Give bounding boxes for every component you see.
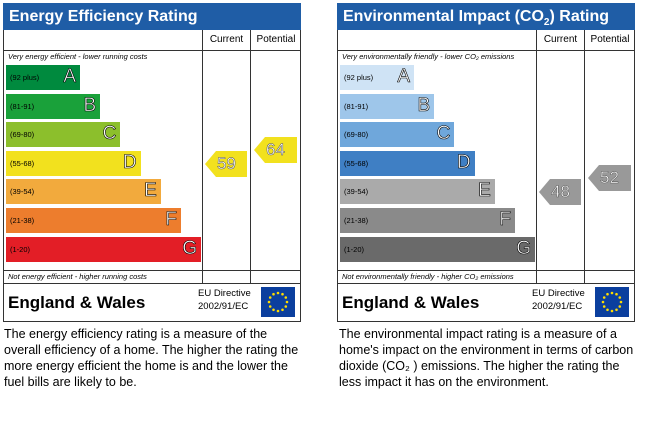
rating-band-g: (1-20) G (340, 236, 536, 262)
band-letter: B (83, 94, 97, 116)
rating-value: 48 (551, 182, 570, 202)
region-label: England & Wales (8, 293, 146, 312)
band-range-label: (69-80) (10, 130, 35, 140)
rating-band-e: (39-54) E (6, 179, 161, 205)
title-suffix: ) Rating (549, 8, 610, 25)
band-range-label: (81-91) (10, 101, 35, 111)
region-label: England & Wales (342, 293, 480, 312)
column-divider (584, 50, 585, 283)
rating-band-g: (1-20) G (6, 236, 202, 262)
band-range-label: (39-54) (344, 187, 369, 197)
band-letter: G (516, 237, 532, 259)
directive-line-2: 2002/91/EC (198, 301, 249, 312)
title-subscript: 2 (543, 17, 550, 29)
band-letter: A (397, 66, 410, 88)
current-column-header: Current (536, 30, 584, 50)
current-rating-arrow: 59 (205, 150, 247, 177)
current-rating-arrow: 48 (539, 179, 581, 206)
band-letter: G (182, 237, 198, 259)
potential-rating-arrow: 64 (254, 136, 297, 163)
rating-band-d: (55-68) D (6, 150, 141, 176)
footer-divider (4, 270, 300, 271)
band-range-label: (55-68) (344, 158, 369, 168)
energy-efficiency-title: Energy Efficiency Rating (3, 3, 301, 30)
current-column-header: Current (202, 30, 250, 50)
title-prefix: Environmental Impact (CO (343, 8, 544, 25)
rating-band-c: (69-80) C (6, 122, 121, 148)
band-range-label: (1-20) (10, 244, 31, 254)
band-range-label: (69-80) (344, 130, 369, 140)
column-divider (536, 50, 537, 283)
header-divider (4, 50, 300, 51)
environmental-impact-chart: Current Potential Very environmentally f… (337, 30, 635, 284)
column-divider (202, 50, 203, 283)
environmental-impact-title: Environmental Impact (CO2) Rating (337, 3, 635, 30)
eu-flag-icon (595, 287, 629, 317)
rating-band-e: (39-54) E (340, 179, 495, 205)
potential-column-header: Potential (250, 30, 301, 50)
rating-band-c: (69-80) C (340, 122, 455, 148)
rating-band-a: (92 plus) A (340, 65, 414, 90)
band-letter: A (63, 66, 76, 88)
rating-band-b: (81-91) B (6, 93, 101, 119)
band-range-label: (21-38) (10, 216, 35, 225)
energy-efficiency-chart: Current Potential Very energy efficient … (3, 30, 301, 284)
band-letter: E (144, 180, 157, 202)
band-letter: C (102, 123, 117, 145)
bottom-note: Not environmentally friendly - higher CO… (342, 272, 514, 281)
energy-efficiency-footer: England & Wales EU Directive 2002/91/EC (3, 284, 301, 322)
band-letter: D (122, 151, 137, 173)
rating-band-d: (55-68) D (340, 150, 475, 176)
top-note: Very environmentally friendly - lower CO… (342, 52, 515, 61)
top-note: Very energy efficient - lower running co… (8, 52, 148, 61)
column-divider (250, 50, 251, 283)
rating-value: 64 (266, 139, 285, 160)
energy-efficiency-description: The energy efficiency rating is a measur… (4, 327, 299, 389)
rating-band-f: (21-38) F (6, 208, 181, 233)
band-letter: D (456, 151, 471, 173)
energy-efficiency-panel: Energy Efficiency Rating Current Potenti… (3, 3, 301, 322)
potential-column-header: Potential (584, 30, 635, 50)
band-range-label: (55-68) (10, 158, 35, 168)
eu-directive-label: EU Directive 2002/91/EC (532, 287, 585, 313)
eu-directive-label: EU Directive 2002/91/EC (198, 287, 251, 313)
band-letter: C (436, 123, 451, 145)
band-letter: B (417, 94, 431, 116)
band-range-label: (39-54) (10, 187, 35, 197)
bottom-note: Not energy efficient - higher running co… (8, 272, 147, 281)
band-range-label: (1-20) (344, 244, 365, 254)
band-range-label: (92 plus) (344, 73, 374, 82)
directive-line-1: EU Directive (198, 288, 251, 299)
band-range-label: (92 plus) (10, 73, 40, 82)
rating-band-b: (81-91) B (340, 93, 435, 119)
rating-value: 52 (600, 168, 619, 188)
band-range-label: (81-91) (344, 101, 369, 111)
rating-band-f: (21-38) F (340, 208, 515, 233)
environmental-impact-panel: Environmental Impact (CO2) Rating Curren… (337, 3, 635, 322)
rating-value: 59 (217, 153, 236, 174)
environmental-impact-footer: England & Wales EU Directive 2002/91/EC (337, 284, 635, 322)
eu-flag-icon (261, 287, 295, 317)
band-range-label: (21-38) (344, 216, 369, 225)
band-letter: E (478, 180, 491, 202)
band-letter: F (499, 209, 511, 231)
environmental-impact-description: The environmental impact rating is a mea… (339, 327, 634, 389)
header-divider (338, 50, 634, 51)
directive-line-1: EU Directive (532, 288, 585, 299)
footer-divider (338, 270, 634, 271)
potential-rating-arrow: 52 (588, 165, 631, 192)
rating-band-a: (92 plus) A (6, 65, 80, 90)
band-letter: F (165, 209, 177, 231)
directive-line-2: 2002/91/EC (532, 301, 583, 312)
